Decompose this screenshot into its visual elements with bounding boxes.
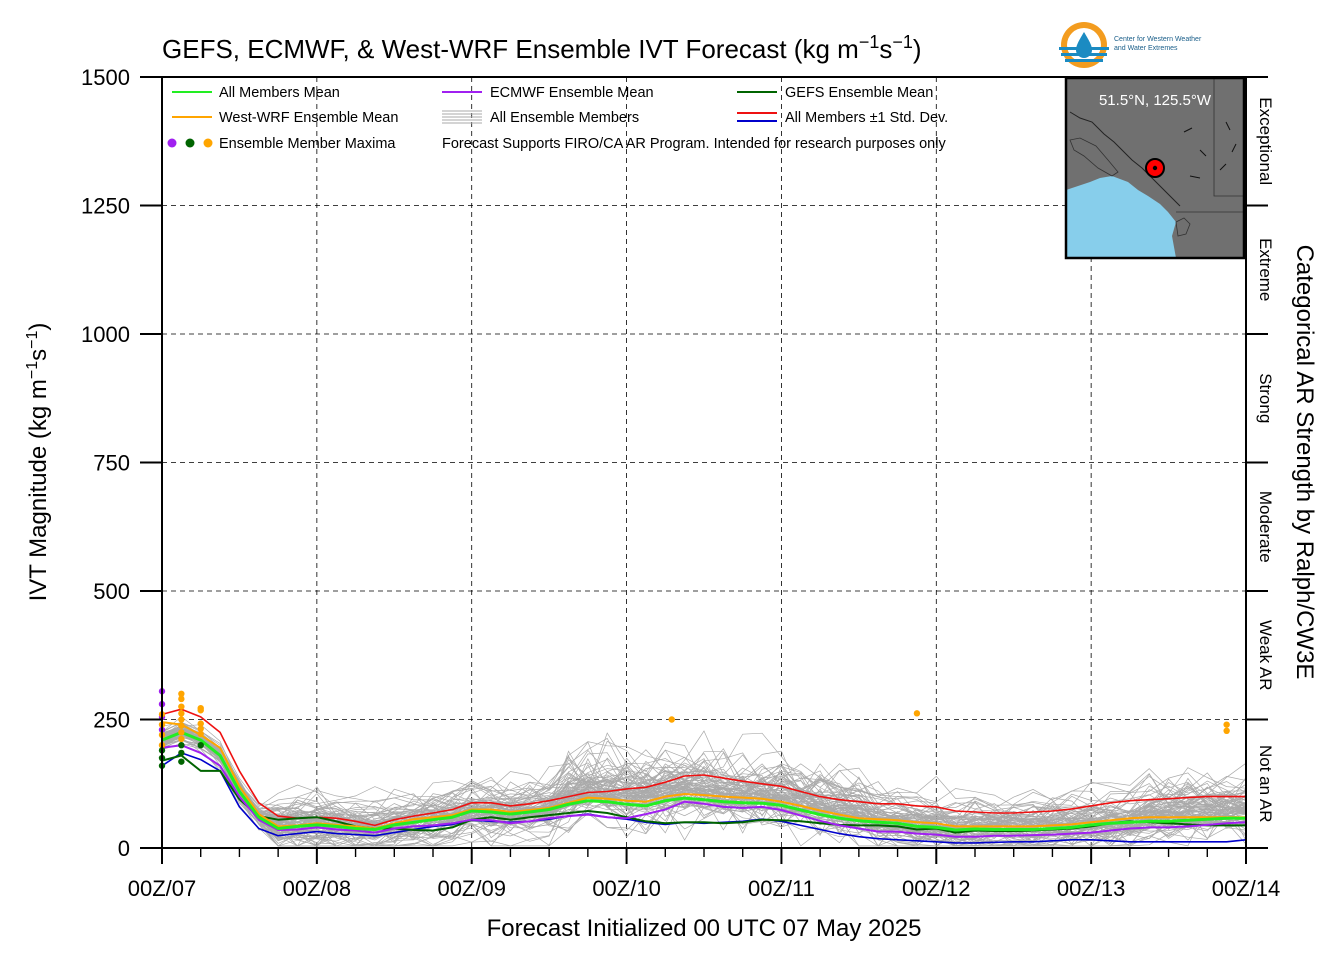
logo-text-line1: Center for Western Weather xyxy=(1114,36,1202,43)
border-line xyxy=(1213,78,1244,197)
member-line xyxy=(162,726,1246,847)
legend-dot-gefs xyxy=(185,138,195,148)
y-axis-label: IVT Magnitude (kg m−1s−1) xyxy=(24,323,52,602)
legend-swatch-members xyxy=(442,110,482,124)
right-axis-label: Categorical AR Strength by Ralph/CW3E xyxy=(1291,245,1318,680)
location-inset-map: 51.5°N, 125.5°W xyxy=(1064,76,1246,260)
logo-text-line2: and Water Extremes xyxy=(1114,45,1178,52)
series-line-4 xyxy=(162,708,1246,827)
maximum-dot xyxy=(197,707,204,714)
y-tick-label: 250 xyxy=(93,708,130,733)
maximum-dot xyxy=(178,690,185,697)
y-tick-label: 1000 xyxy=(81,322,130,347)
legend-dot-wrf xyxy=(203,138,213,148)
x-tick-label: 00Z/14 xyxy=(1212,876,1281,901)
legend-label-all-mean: All Members Mean xyxy=(219,85,340,101)
member-line xyxy=(162,732,1246,835)
member-line xyxy=(162,732,1246,840)
maximum-dot xyxy=(178,710,185,717)
x-tick-label: 00Z/10 xyxy=(592,876,661,901)
maximum-dot xyxy=(178,758,185,765)
x-tick-label: 00Z/12 xyxy=(902,876,971,901)
ar-category-axis: Not an AR Weak AR Moderate Strong Extreme Exc… xyxy=(1246,76,1275,849)
y-tick-label: 1500 xyxy=(81,65,130,90)
legend-label-ecmwf-mean: ECMWF Ensemble Mean xyxy=(490,85,654,101)
maximum-dot xyxy=(178,722,185,729)
legend-label-std: All Members ±1 Std. Dev. xyxy=(785,110,948,126)
legend-note: Forecast Supports FIRO/CA AR Program. In… xyxy=(442,136,946,152)
category-label: Strong xyxy=(1256,373,1275,423)
maximum-dot xyxy=(178,735,185,743)
y-tick-label: 500 xyxy=(93,579,130,604)
x-tick-label: 00Z/09 xyxy=(437,876,506,901)
series-line-1 xyxy=(162,744,1246,838)
legend: All Members Mean ECMWF Ensemble Mean GEF… xyxy=(167,85,948,152)
x-axis: 00Z/07 00Z/08 00Z/09 00Z/10 00Z/11 00Z/12 00Z/… xyxy=(128,848,1281,901)
maximum-dot xyxy=(197,720,204,727)
maximum-dot xyxy=(913,710,921,717)
member-line xyxy=(162,730,1246,833)
y-tick-label: 1250 xyxy=(81,194,130,219)
legend-dot-ecmwf xyxy=(167,138,177,148)
legend-label-wrf-mean: West-WRF Ensemble Mean xyxy=(219,110,398,126)
cw3e-logo: Center for Western Weather and Water Ext… xyxy=(1059,22,1202,68)
maximum-dot xyxy=(178,729,185,736)
maximum-dot xyxy=(178,749,185,757)
maximum-dot xyxy=(668,716,675,723)
member-line xyxy=(162,728,1246,826)
location-marker-center xyxy=(1152,165,1158,171)
member-line xyxy=(162,733,1246,840)
maximum-dot xyxy=(197,725,204,732)
y-axis: 0 250 500 750 1000 1250 1500 xyxy=(81,65,162,861)
chart-title: GEFS, ECMWF, & West-WRF Ensemble IVT For… xyxy=(162,32,922,64)
maximum-dot xyxy=(178,703,185,710)
y-tick-label: 0 xyxy=(118,836,130,861)
member-line xyxy=(162,729,1246,839)
x-tick-label: 00Z/11 xyxy=(748,876,815,901)
legend-label-gefs-mean: GEFS Ensemble Mean xyxy=(785,85,933,101)
maximum-dot xyxy=(197,730,204,738)
category-label: Not an AR xyxy=(1256,745,1275,823)
category-label: Extreme xyxy=(1256,238,1275,301)
x-tick-label: 00Z/08 xyxy=(283,876,352,901)
inset-coordinates: 51.5°N, 125.5°W xyxy=(1099,92,1212,109)
legend-label-members: All Ensemble Members xyxy=(490,110,639,126)
member-line xyxy=(162,736,1246,847)
y-tick-label: 750 xyxy=(93,451,130,476)
island-shape xyxy=(1069,137,1119,177)
category-label: Exceptional xyxy=(1256,97,1275,185)
maximum-dot xyxy=(178,695,185,703)
legend-label-maxima: Ensemble Member Maxima xyxy=(219,136,396,152)
category-label: Moderate xyxy=(1256,491,1275,563)
x-tick-label: 00Z/07 xyxy=(128,876,197,901)
series-line-0 xyxy=(162,730,1246,832)
coastline xyxy=(1069,111,1181,207)
coast-detail xyxy=(1175,217,1191,237)
member-line xyxy=(162,729,1246,830)
x-axis-label: Forecast Initialized 00 UTC 07 May 2025 xyxy=(487,915,922,942)
river-lines xyxy=(1183,121,1237,179)
member-line xyxy=(162,732,1246,843)
category-label: Weak AR xyxy=(1256,620,1275,691)
ensemble-series xyxy=(162,708,1246,844)
x-tick-label: 00Z/13 xyxy=(1057,876,1126,901)
maximum-dot xyxy=(1223,721,1230,728)
maximum-dot xyxy=(197,742,204,749)
inset-frame xyxy=(1064,76,1246,260)
maximum-dot xyxy=(1223,727,1230,735)
series-line-3 xyxy=(162,721,1246,830)
ensemble-maxima xyxy=(158,688,1230,769)
ocean-shape xyxy=(1066,176,1176,258)
maximum-dot xyxy=(178,742,185,749)
maximum-dot xyxy=(178,716,185,723)
